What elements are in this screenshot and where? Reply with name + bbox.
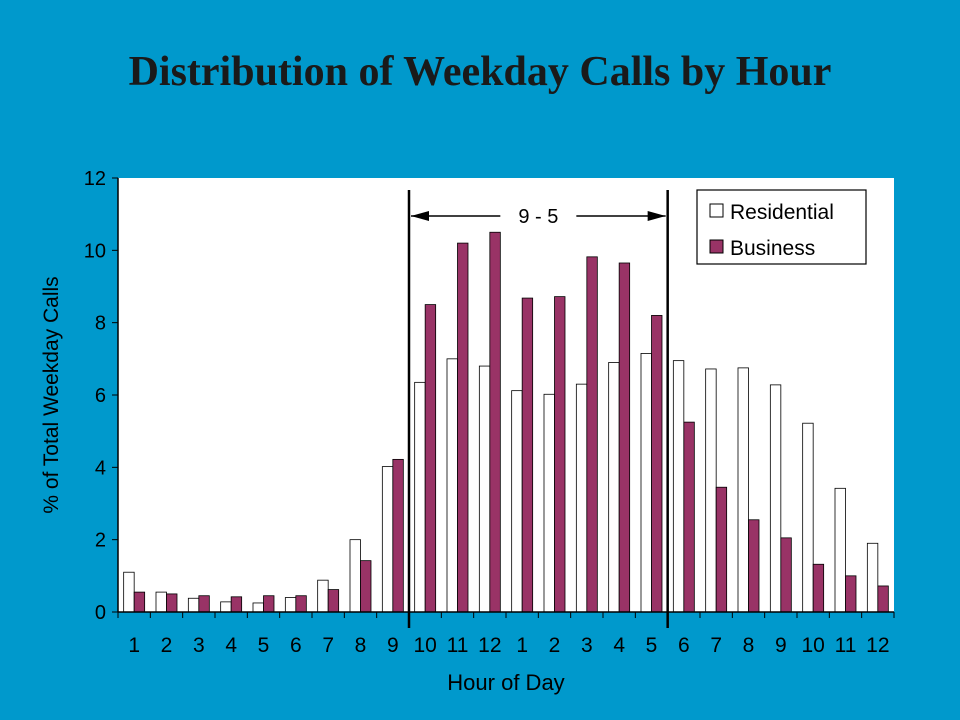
residential-bar — [414, 381, 426, 613]
residential-bar — [317, 579, 329, 613]
x-tick-label: 4 — [613, 634, 625, 657]
legend: Residential Business — [696, 189, 867, 265]
residential-bar — [511, 390, 523, 613]
business-bar — [812, 563, 825, 613]
x-tick-label: 5 — [258, 634, 270, 657]
residential-bar — [608, 362, 620, 613]
y-tick-label: 0 — [95, 602, 106, 624]
residential-bar — [672, 360, 685, 613]
business-bar — [489, 231, 501, 613]
residential-bar — [349, 539, 361, 613]
legend-label: Residential — [730, 201, 834, 224]
y-tick-label: 8 — [95, 313, 106, 335]
x-tick-label: 10 — [801, 634, 824, 657]
x-tick-label: 6 — [290, 634, 302, 657]
x-tick-label: 4 — [225, 634, 237, 657]
x-tick-label: 1 — [128, 634, 140, 657]
residential-bar — [284, 597, 297, 613]
business-bar — [424, 304, 437, 613]
x-tick-label: 8 — [743, 634, 755, 657]
x-tick-label: 7 — [322, 634, 334, 657]
business-bar — [651, 315, 663, 613]
residential-bar — [575, 383, 588, 613]
residential-bar — [252, 602, 264, 613]
business-bar — [360, 560, 372, 613]
slide-title: Distribution of Weekday Calls by Hour — [128, 49, 832, 95]
business-bar — [166, 593, 178, 613]
legend-box — [696, 189, 867, 265]
residential-bar — [220, 601, 232, 613]
x-tick-label: 11 — [835, 634, 857, 657]
x-axis-label: Hour of Day — [447, 670, 564, 695]
x-tick-label: 9 — [387, 634, 399, 657]
business-bar — [327, 589, 340, 613]
x-tick-label: 2 — [549, 634, 561, 657]
x-tick-label: 3 — [581, 634, 593, 657]
business-bar — [554, 296, 566, 613]
residential-bar — [640, 353, 652, 613]
x-tick-label: 11 — [447, 634, 469, 657]
residential-bar — [543, 393, 555, 613]
business-bar — [845, 575, 857, 613]
business-bar — [780, 537, 792, 613]
business-bar — [392, 458, 404, 613]
y-tick-label: 10 — [84, 240, 106, 262]
business-bar — [683, 421, 695, 613]
residential-bar — [155, 591, 167, 613]
x-tick-label: 12 — [866, 634, 889, 657]
x-tick-label: 12 — [478, 634, 501, 657]
x-tick-label: 3 — [193, 634, 205, 657]
residential-bar — [802, 422, 814, 613]
business-bar — [748, 519, 760, 613]
residential-bar — [705, 368, 717, 613]
x-tick-label: 10 — [413, 634, 436, 657]
y-axis-label: % of Total Weekday Calls — [40, 276, 63, 513]
business-bar — [133, 591, 146, 613]
legend-swatch — [709, 203, 724, 218]
x-tick-label: 8 — [355, 634, 367, 657]
business-bar — [618, 262, 631, 613]
business-bar — [263, 595, 275, 613]
residential-bar — [123, 571, 135, 613]
x-tick-label: 1 — [516, 634, 528, 657]
residential-bar — [866, 542, 879, 613]
business-bar — [521, 297, 534, 613]
business-bar — [198, 595, 210, 613]
business-bar — [586, 256, 598, 613]
residential-bar — [187, 597, 200, 613]
range-label: 9 - 5 — [518, 206, 558, 228]
business-bar — [877, 585, 889, 613]
bars-group — [123, 231, 889, 613]
business-bar — [457, 242, 469, 613]
y-tick-label: 2 — [95, 530, 106, 552]
range-arrow-right-head — [647, 211, 666, 221]
legend-label: Business — [730, 237, 815, 260]
x-ticks-group: 1 2 3 4 5 6 7 8 9 10 11 12 1 2 3 4 5 6 7 8 9 10 11 12 — [117, 612, 895, 657]
x-tick-label: 9 — [775, 634, 787, 657]
business-bar — [230, 596, 243, 613]
legend-swatch — [709, 239, 724, 254]
y-ticks-group: 0 2 4 6 8 10 12 — [84, 168, 118, 624]
business-bar — [295, 595, 307, 613]
residential-bar — [737, 367, 749, 613]
x-tick-label: 2 — [161, 634, 173, 657]
residential-bar — [381, 466, 394, 613]
residential-bar — [834, 487, 846, 613]
y-tick-label: 6 — [95, 385, 106, 407]
residential-bar — [769, 384, 782, 613]
x-tick-label: 7 — [710, 634, 722, 657]
range-arrow-left-head — [411, 211, 429, 221]
residential-bar — [446, 358, 458, 613]
annotation-group: 9 - 5 — [407, 190, 669, 628]
x-tick-label: 6 — [678, 634, 690, 657]
x-tick-label: 5 — [646, 634, 658, 657]
y-tick-label: 12 — [84, 168, 106, 190]
residential-bar — [478, 365, 491, 613]
y-tick-label: 4 — [95, 457, 106, 479]
business-bar — [715, 486, 728, 613]
